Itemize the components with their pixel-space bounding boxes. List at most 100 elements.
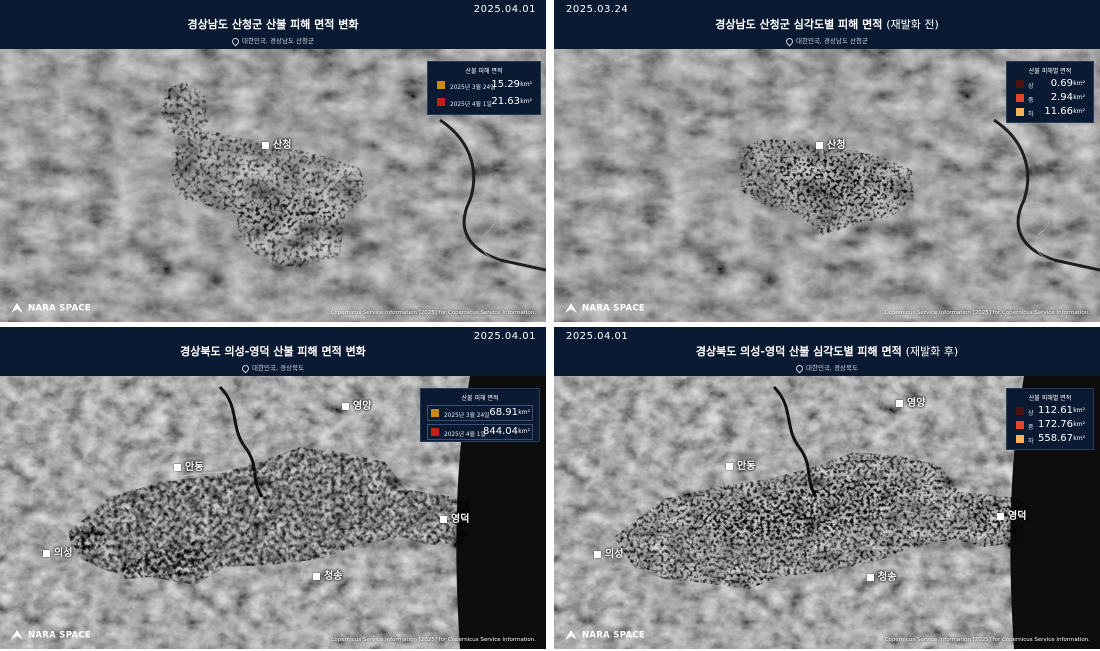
place-label-text: 의성 (605, 549, 624, 560)
legend-label: 2025년 4월 1일 (450, 102, 492, 108)
location-pin-icon (240, 363, 251, 373)
legend-unit: km² (1073, 108, 1085, 115)
legend-unit: km² (520, 81, 532, 88)
legend-value: 21.63 (491, 96, 520, 107)
place-label-text: 산청 (827, 140, 846, 151)
panel-title-text: 경상남도 산청군 심각도별 피해 면적 (715, 18, 883, 31)
legend-row: 하 558.67 km² (1013, 433, 1087, 445)
credit-text: Copernicus Service Information [2025] fo… (884, 637, 1090, 643)
place-label: 안동 (174, 458, 203, 473)
nara-space-logo: NARA SPACE (10, 302, 91, 314)
legend-swatch (431, 428, 439, 436)
legend-row: 상 112.61 km² (1013, 405, 1087, 417)
place-marker-icon (342, 402, 349, 410)
legend-unit: km² (518, 428, 530, 435)
place-label: 영덕 (997, 507, 1026, 522)
place-marker-icon (313, 572, 320, 580)
place-marker-icon (440, 515, 447, 523)
place-marker-icon (867, 573, 874, 581)
legend-swatch (1016, 407, 1024, 415)
panel-title-text: 경상북도 의성-영덕 산불 심각도별 피해 면적 (695, 345, 902, 358)
legend-unit: km² (1073, 80, 1085, 87)
panel-location-text: 대한민국, 경상남도 산청군 (242, 37, 314, 45)
legend-title: 산불 피해별 면적 (1028, 395, 1072, 402)
legend-unit: km² (1073, 407, 1085, 414)
legend-swatch (437, 81, 445, 89)
place-label-text: 의성 (54, 548, 73, 559)
legend-row: 중 2.94 km² (1013, 92, 1087, 104)
place-marker-icon (174, 463, 181, 471)
logo-text: NARA SPACE (582, 303, 645, 314)
panel-title-suffix: (재발화 전) (886, 18, 939, 31)
place-label-text: 영양 (353, 401, 372, 412)
nara-space-logo: NARA SPACE (10, 629, 91, 641)
panel-header: 2025.04.01 경상남도 산청군 산불 피해 면적 변화 대한민국, 경상… (0, 0, 546, 49)
panel-header: 2025.03.24 경상남도 산청군 심각도별 피해 면적 (재발화 전) 대… (554, 0, 1100, 49)
legend-swatch (1016, 80, 1024, 88)
place-marker-icon (262, 141, 269, 149)
map-panel-sancheong-change: 2025.04.01 경상남도 산청군 산불 피해 면적 변화 대한민국, 경상… (0, 0, 546, 322)
legend-value: 0.69 (1050, 78, 1073, 89)
place-label: 청송 (313, 567, 342, 582)
panel-title: 경상남도 산청군 심각도별 피해 면적 (재발화 전) (554, 16, 1100, 32)
place-label-text: 산청 (273, 140, 292, 151)
nara-space-logo-icon (565, 630, 577, 640)
panel-location-text: 대한민국, 경상북도 (252, 364, 304, 372)
credit-text: Copernicus Service Information [2025] fo… (884, 310, 1090, 316)
credit-text: Copernicus Service Information [2025] fo… (330, 637, 536, 643)
legend-swatch (1016, 435, 1024, 443)
nara-space-logo-icon (11, 303, 23, 313)
legend-label: 중 (1028, 97, 1034, 104)
map-panel-uiseong-severity: 2025.04.01 경상북도 의성-영덕 산불 심각도별 피해 면적 (재발화… (554, 327, 1100, 649)
map-panel-uiseong-change: 2025.04.01 경상북도 의성-영덕 산불 피해 면적 변화 대한민국, … (0, 327, 546, 649)
place-label-text: 안동 (185, 462, 204, 473)
place-label-text: 안동 (737, 461, 756, 472)
nara-space-logo: NARA SPACE (564, 629, 645, 641)
panel-location: 대한민국, 경상남도 산청군 (0, 35, 546, 46)
location-pin-icon (794, 363, 805, 373)
panel-title: 경상남도 산청군 산불 피해 면적 변화 (0, 16, 546, 32)
panel-date: 2025.03.24 (566, 4, 629, 15)
legend-label: 2025년 3월 24일 (444, 413, 490, 419)
legend-row: 2025년 3월 24일 15.29 km² (434, 78, 534, 92)
place-label: 영덕 (440, 510, 469, 525)
legend-unit: km² (1073, 435, 1085, 442)
place-label: 영양 (342, 397, 371, 412)
place-marker-icon (997, 512, 1004, 520)
legend-row: 2025년 3월 24일 68.91 km² (427, 405, 533, 421)
nara-space-logo-icon (565, 303, 577, 313)
legend-row: 상 0.69 km² (1013, 78, 1087, 90)
legend-label: 2025년 4월 1일 (444, 432, 486, 438)
legend-label: 2025년 3월 24일 (450, 85, 496, 91)
panel-location-text: 대한민국, 경상남도 산청군 (796, 37, 868, 45)
place-label: 안동 (726, 457, 755, 472)
credit-text: Copernicus Service Information [2025] fo… (330, 310, 536, 316)
nara-space-logo-icon (11, 630, 23, 640)
legend-label: 상 (1028, 83, 1034, 90)
legend: 산불 피해별 면적 상 0.69 km² 중 2.94 km² 하 11.66 … (1006, 61, 1094, 123)
legend-unit: km² (518, 409, 530, 416)
burn-area-mar24 (172, 128, 368, 232)
place-marker-icon (594, 550, 601, 558)
legend-title: 산불 피해 면적 (461, 395, 499, 402)
panel-location: 대한민국, 경상남도 산청군 (554, 35, 1100, 46)
panel-date: 2025.04.01 (473, 331, 536, 342)
legend: 산불 피해별 면적 상 112.61 km² 중 172.76 km² 하 55… (1006, 388, 1094, 450)
location-pin-icon (230, 36, 241, 46)
legend-swatch (1016, 94, 1024, 102)
panel-date: 2025.04.01 (473, 4, 536, 15)
legend-row: 2025년 4월 1일 844.04 km² (427, 424, 533, 440)
place-label-text: 청송 (878, 572, 897, 583)
place-label: 산청 (262, 136, 291, 151)
place-label: 청송 (867, 568, 896, 583)
legend-label: 상 (1028, 410, 1034, 417)
logo-text: NARA SPACE (582, 630, 645, 641)
legend: 산불 피해 면적 2025년 3월 24일 68.91 km² 2025년 4월… (420, 388, 540, 442)
panel-date: 2025.04.01 (566, 331, 629, 342)
place-label: 의성 (43, 544, 72, 559)
location-pin-icon (784, 36, 795, 46)
legend-value: 112.61 (1038, 405, 1073, 416)
legend-title: 산불 피해 면적 (465, 68, 503, 75)
legend-label: 하 (1028, 111, 1034, 118)
legend-swatch (1016, 421, 1024, 429)
